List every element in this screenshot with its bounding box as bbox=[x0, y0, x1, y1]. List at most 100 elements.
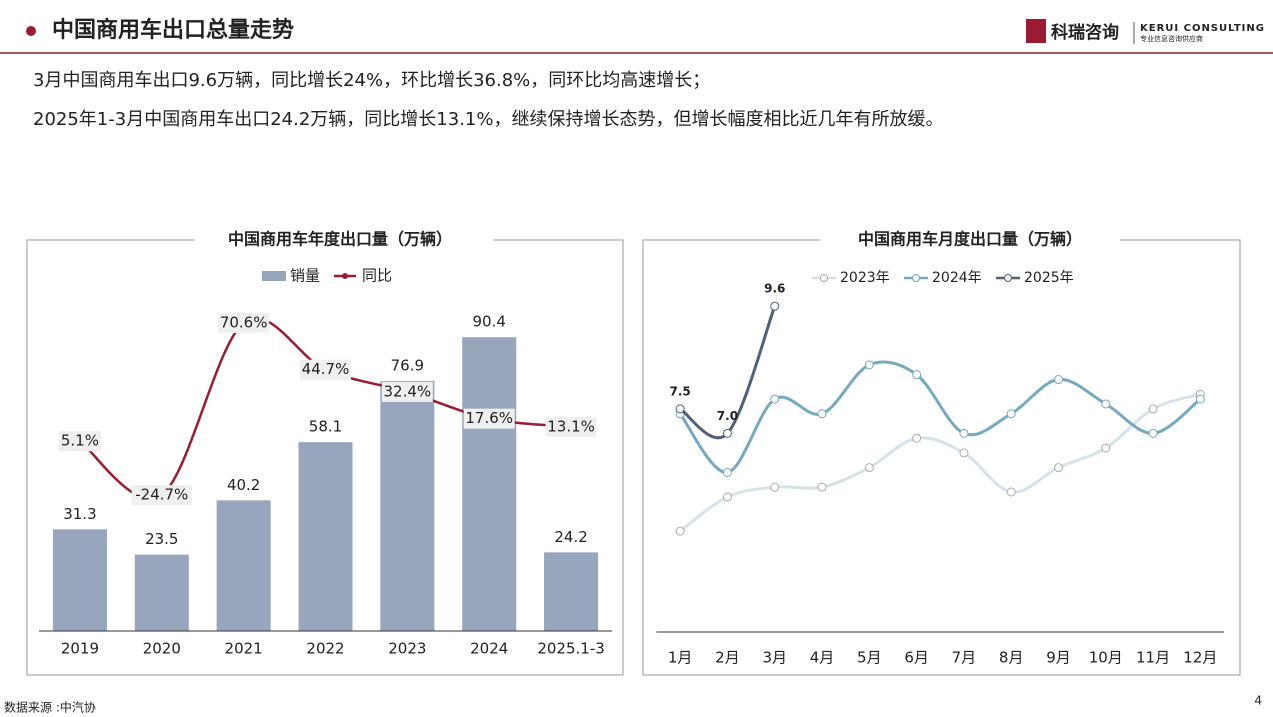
point bbox=[770, 301, 780, 311]
line-label: 17.6% bbox=[465, 409, 513, 427]
point bbox=[1101, 443, 1111, 453]
title-mask bbox=[195, 228, 493, 252]
legend-label: 销量 bbox=[290, 267, 320, 285]
bar-label: 76.9 bbox=[391, 357, 424, 375]
x-tick-label: 3月 bbox=[762, 649, 787, 667]
x-tick-label: 11月 bbox=[1136, 649, 1170, 667]
data-label: 9.6 bbox=[764, 282, 785, 296]
point bbox=[722, 467, 732, 477]
x-tick-label: 8月 bbox=[999, 649, 1024, 667]
chart-title: 中国商用车年度出口量（万辆） bbox=[228, 230, 452, 249]
logo-tagline: 专业信息咨询供应商 bbox=[1140, 34, 1203, 43]
bar-label: 24.2 bbox=[554, 528, 587, 546]
point bbox=[675, 526, 685, 536]
point bbox=[912, 433, 922, 443]
bar-label: 40.2 bbox=[227, 476, 260, 494]
label-box bbox=[58, 431, 101, 452]
x-tick-label: 1月 bbox=[668, 649, 693, 667]
line-label: 32.4% bbox=[384, 382, 432, 400]
legend-label: 2025年 bbox=[1024, 270, 1074, 286]
label-box bbox=[381, 381, 433, 402]
legend-label: 同比 bbox=[362, 267, 392, 285]
bar-label: 23.5 bbox=[145, 530, 178, 548]
point bbox=[1006, 487, 1016, 497]
bar bbox=[216, 500, 271, 631]
x-tick-label: 2023 bbox=[388, 640, 426, 658]
point bbox=[1195, 394, 1205, 404]
x-tick-label: 2020 bbox=[143, 640, 181, 658]
x-tick-label: 2021 bbox=[225, 640, 263, 658]
source: 数据来源 :中汽协 bbox=[4, 700, 96, 715]
line-label: -24.7% bbox=[135, 486, 188, 504]
x-tick-label: 2019 bbox=[61, 640, 99, 658]
x-tick-label: 9月 bbox=[1046, 649, 1071, 667]
x-tick-label: 2022 bbox=[306, 640, 344, 658]
point bbox=[864, 463, 874, 473]
bar-label: 58.1 bbox=[309, 418, 342, 436]
x-tick-label: 7月 bbox=[952, 649, 977, 667]
bar bbox=[462, 337, 517, 631]
point bbox=[959, 448, 969, 458]
data-label: 7.0 bbox=[717, 409, 738, 423]
point bbox=[675, 404, 685, 414]
label-box bbox=[545, 416, 597, 437]
point bbox=[1053, 463, 1063, 473]
line-label: 5.1% bbox=[61, 432, 99, 450]
page-number: 4 bbox=[1254, 694, 1262, 708]
line-label: 13.1% bbox=[547, 417, 595, 435]
logo-name: 科瑞咨询 bbox=[1051, 22, 1119, 43]
label-box bbox=[131, 485, 192, 506]
x-tick-label: 4月 bbox=[810, 649, 835, 667]
legend-swatch bbox=[820, 274, 828, 282]
legend-swatch bbox=[1004, 274, 1012, 282]
point bbox=[770, 482, 780, 492]
logo-icon bbox=[1026, 19, 1046, 43]
line-label: 44.7% bbox=[302, 360, 350, 378]
point bbox=[722, 492, 732, 502]
legend-swatch bbox=[912, 274, 920, 282]
bar-label: 31.3 bbox=[63, 505, 96, 523]
x-tick-label: 2024 bbox=[470, 640, 508, 658]
chart-title: 中国商用车月度出口量（万辆） bbox=[858, 230, 1082, 249]
point bbox=[817, 409, 827, 419]
point bbox=[1148, 404, 1158, 414]
title-dot bbox=[26, 26, 36, 36]
point bbox=[770, 394, 780, 404]
point bbox=[912, 370, 922, 380]
bar bbox=[298, 442, 353, 631]
label-box bbox=[463, 408, 515, 429]
series-line bbox=[678, 360, 1202, 474]
legend-label: 2023年 bbox=[840, 270, 890, 286]
label-box bbox=[300, 359, 351, 380]
summary-line: 2025年1-3月中国商用车出口24.2万辆，同比增长13.1%，继续保持增长态… bbox=[33, 109, 943, 130]
bar bbox=[380, 381, 435, 631]
legend-label: 2024年 bbox=[932, 270, 982, 286]
point bbox=[1148, 428, 1158, 438]
data-label: 7.5 bbox=[670, 384, 691, 398]
bar bbox=[52, 529, 107, 631]
x-tick-label: 2月 bbox=[715, 649, 740, 667]
point bbox=[959, 428, 969, 438]
x-tick-label: 5月 bbox=[857, 649, 882, 667]
line-label: 70.6% bbox=[220, 313, 268, 331]
legend-swatch bbox=[342, 273, 348, 279]
point bbox=[1053, 375, 1063, 385]
x-tick-label: 12月 bbox=[1183, 649, 1217, 667]
point bbox=[817, 482, 827, 492]
title-mask bbox=[820, 228, 1120, 252]
x-tick-label: 2025.1-3 bbox=[537, 640, 604, 658]
logo-en: KERUI CONSULTING bbox=[1140, 23, 1265, 34]
bar-label: 90.4 bbox=[473, 313, 506, 331]
slide-title: 中国商用车出口总量走势 bbox=[52, 17, 294, 43]
point bbox=[1006, 409, 1016, 419]
summary-line: 3月中国商用车出口9.6万辆，同比增长24%，环比增长36.8%，同环比均高速增… bbox=[33, 70, 710, 91]
point bbox=[1101, 399, 1111, 409]
point bbox=[864, 360, 874, 370]
panel-frame bbox=[642, 239, 1241, 676]
point bbox=[722, 428, 732, 438]
bar bbox=[544, 552, 599, 631]
legend-swatch bbox=[262, 271, 286, 281]
label-box bbox=[218, 312, 270, 333]
x-tick-label: 6月 bbox=[904, 649, 929, 667]
